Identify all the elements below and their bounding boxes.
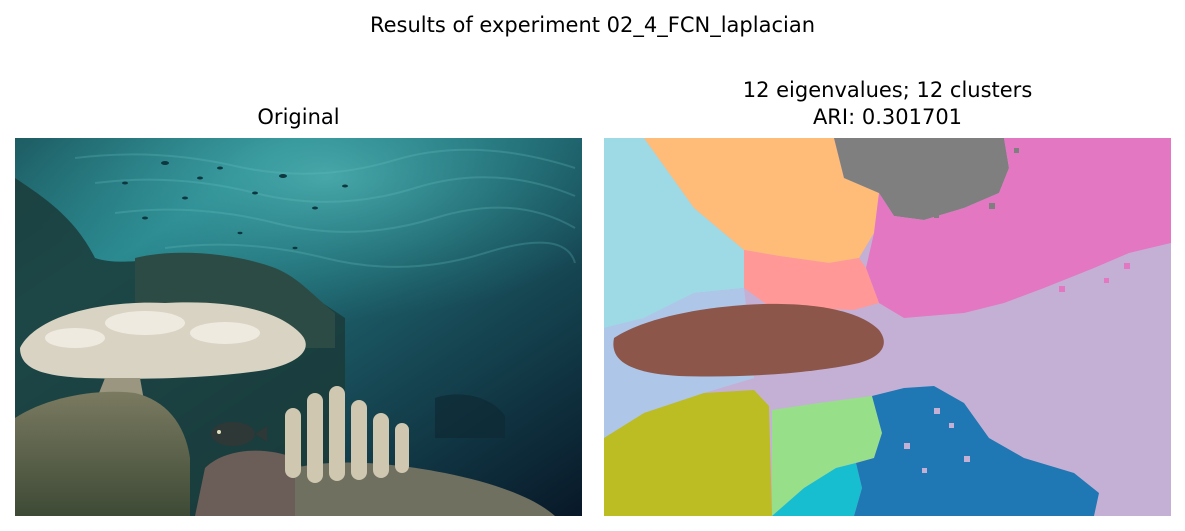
segmentation-panel-title: 12 eigenvalues; 12 clusters ARI: 0.30170… — [604, 77, 1171, 131]
fish-school — [122, 161, 348, 250]
original-panel-title: Original — [257, 105, 340, 129]
figure-title: Results of experiment 02_4_FCN_laplacian — [369, 13, 816, 37]
segmentation-title-line-1: 12 eigenvalues; 12 clusters — [742, 78, 1033, 102]
table-coral-highlights — [45, 311, 260, 348]
cluster-noise-lavender — [904, 278, 1149, 473]
cluster-blue — [854, 386, 1099, 516]
surface-ripples — [74, 148, 576, 268]
reef-fish — [211, 422, 267, 446]
table-coral — [20, 302, 306, 379]
finger-coral — [285, 386, 409, 483]
original-coral-reef-image — [15, 138, 582, 516]
cluster-light-green — [772, 396, 882, 516]
segmentation-panel — [604, 138, 1171, 516]
cluster-gray — [834, 138, 1009, 220]
rock-left — [15, 391, 190, 516]
segmentation-title-line-2: ARI: 0.301701 — [812, 105, 963, 129]
original-image-panel — [15, 138, 582, 516]
cluster-noise-gray — [934, 148, 1019, 218]
shadow-coral-right — [435, 394, 505, 438]
cluster-pink — [866, 138, 1171, 318]
segmentation-map — [604, 138, 1171, 516]
cluster-orange — [644, 138, 879, 263]
cluster-olive — [604, 390, 772, 516]
cluster-light-cyan — [604, 138, 744, 328]
cluster-cyan — [772, 463, 862, 516]
cluster-light-pink — [744, 250, 879, 310]
cluster-noise-pink — [1059, 263, 1130, 292]
cluster-brown — [613, 303, 884, 377]
